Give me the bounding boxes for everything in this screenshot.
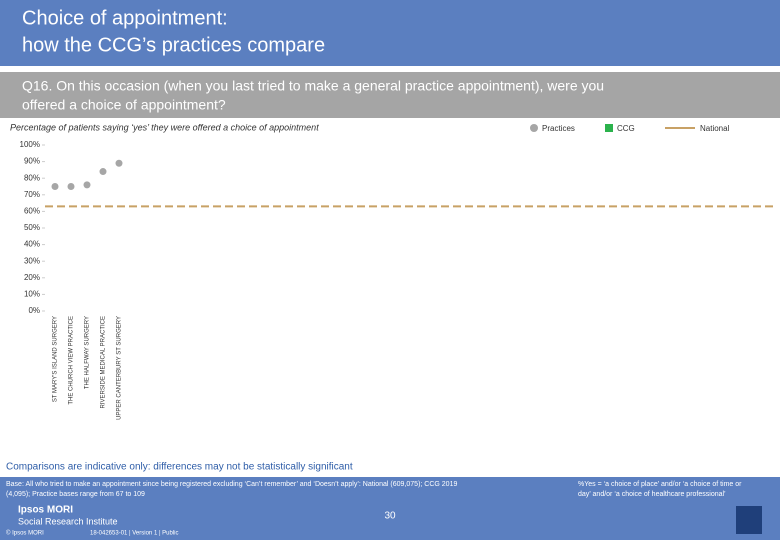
legend-label: CCG xyxy=(617,124,635,133)
title: how the CCG’s practices compare xyxy=(22,34,325,56)
question: Q16. On this occasion (when you last tri… xyxy=(22,78,604,94)
note: Comparisons are indicative only: differe… xyxy=(6,462,353,473)
y-tick-label: 20% xyxy=(24,273,40,282)
y-tick-label: 60% xyxy=(24,207,40,216)
x-tick-label: ST MARY'S ISLAND SURGERY xyxy=(53,316,59,402)
point xyxy=(83,181,91,189)
y-tick-label: 30% xyxy=(24,256,40,265)
point xyxy=(67,183,75,190)
point xyxy=(115,159,123,167)
x-tick-label: THE HALFWAY SURGERY xyxy=(85,316,91,389)
point xyxy=(51,183,59,190)
title-bar xyxy=(0,0,780,66)
legend-marker xyxy=(530,124,538,132)
y-tick-label: 100% xyxy=(20,140,40,149)
title: Choice of appointment: xyxy=(22,7,228,29)
x-tick-label: RIVERSIDE MEDICAL PRACTICE xyxy=(101,316,107,408)
copyright: © Ipsos MORI xyxy=(6,530,44,537)
logo-icon xyxy=(736,506,762,534)
logo: Social Research Institute xyxy=(18,516,118,526)
y-tick-label: 10% xyxy=(24,290,40,299)
question-bar xyxy=(0,72,780,118)
base-text: Base: All who tried to make an appointme… xyxy=(6,481,457,488)
y-tick-label: 80% xyxy=(24,173,40,182)
y-tick-label: 0% xyxy=(28,306,40,315)
point xyxy=(99,168,107,176)
page-number: 30 xyxy=(384,511,396,522)
base-text: (4,095); Practice bases range from 67 to… xyxy=(6,491,145,498)
legend-label: Practices xyxy=(542,124,575,133)
reference: 18-042653-01 | Version 1 | Public xyxy=(90,531,179,537)
y-tick-label: 90% xyxy=(24,157,40,166)
definition: %Yes = ‘a choice of place’ and/or ‘a cho… xyxy=(578,481,742,488)
subtitle: Percentage of patients saying ‘yes’ they… xyxy=(10,122,319,132)
legend-label: National xyxy=(700,124,730,133)
y-tick-label: 70% xyxy=(24,190,40,199)
question: offered a choice of appointment? xyxy=(22,97,226,113)
x-tick-label: UPPER CANTERBURY ST SURGERY xyxy=(117,316,123,420)
definition: day’ and/or ‘a choice of healthcare prof… xyxy=(578,491,726,498)
legend-marker xyxy=(605,124,613,132)
x-tick-label: THE CHURCH VIEW PRACTICE xyxy=(69,316,75,405)
y-tick-label: 40% xyxy=(24,240,40,249)
y-tick-label: 50% xyxy=(24,223,40,232)
footer-bar xyxy=(0,477,780,540)
logo: Ipsos MORI xyxy=(18,505,73,516)
